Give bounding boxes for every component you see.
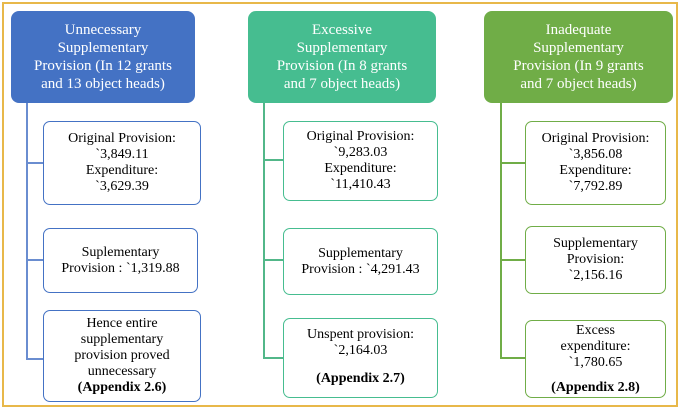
box-line: Original Provision:	[306, 129, 415, 144]
box-line: Expenditure:	[559, 163, 632, 178]
box-line: Suplementary	[81, 244, 160, 260]
box-line: `11,410.43	[330, 177, 391, 192]
box-line: `1,780.65	[568, 355, 623, 370]
box-line: `3,629.39	[95, 179, 149, 194]
box-line: Expenditure:	[324, 161, 397, 176]
box-original-provision-expenditure: Original Provision: `3,856.08 Expenditur…	[525, 121, 666, 205]
connector-branch	[263, 159, 283, 161]
connector-trunk	[263, 103, 265, 359]
connector-branch	[500, 259, 525, 261]
header-unnecessary-supplementary: Unnecessary Supplementary Provision (In …	[11, 11, 195, 103]
box-line: supplementary	[80, 332, 164, 347]
box-line: Provision : `4,291.43	[301, 261, 420, 277]
box-line: Provision : `1,319.88	[61, 260, 180, 276]
connector-branch	[500, 162, 525, 164]
box-line: `2,164.03	[333, 343, 388, 358]
box-excess-expenditure: Excess expenditure: `1,780.65 (Appendix …	[525, 320, 666, 398]
header-line: Inadequate	[545, 22, 612, 38]
connector-branch	[263, 357, 283, 359]
box-line: Provision:	[566, 252, 625, 267]
box-original-provision-expenditure: Original Provision: `9,283.03 Expenditur…	[283, 121, 438, 201]
connector-trunk	[500, 103, 502, 359]
box-conclusion: Hence entire supplementary provision pro…	[43, 310, 201, 402]
connector-branch	[500, 357, 525, 359]
box-line: provision proved	[74, 348, 170, 363]
box-line: unnecessary	[87, 364, 157, 379]
header-line: and 7 object heads)	[283, 76, 401, 92]
connector-branch	[26, 259, 43, 261]
box-supplementary-provision: Suplementary Provision : `1,319.88	[43, 228, 198, 293]
box-line: Original Provision:	[68, 131, 176, 146]
appendix-reference: (Appendix 2.8)	[551, 380, 640, 395]
header-line: Unnecessary	[64, 22, 142, 38]
box-line: `7,792.89	[568, 179, 623, 194]
box-line: Supplementary	[553, 236, 638, 251]
header-inadequate-supplementary: Inadequate Supplementary Provision (In 9…	[484, 11, 673, 103]
header-line: Supplementary	[533, 40, 624, 56]
box-line: expenditure:	[560, 339, 631, 354]
appendix-reference: (Appendix 2.7)	[316, 371, 405, 386]
box-line: Supplementary	[318, 245, 403, 261]
box-line: `9,283.03	[333, 145, 388, 160]
box-line: Excess	[576, 323, 615, 338]
header-line: and 7 object heads)	[520, 76, 637, 92]
header-line: Provision (In 8 grants	[276, 58, 408, 74]
header-line: Excessive	[312, 22, 372, 38]
connector-branch	[263, 259, 283, 261]
connector-branch	[26, 162, 43, 164]
appendix-reference: (Appendix 2.6)	[77, 380, 167, 395]
header-excessive-supplementary: Excessive Supplementary Provision (In 8 …	[248, 11, 436, 103]
header-line: Provision (In 12 grants	[34, 58, 172, 74]
connector-branch	[26, 358, 43, 360]
box-supplementary-provision: Supplementary Provision: `2,156.16	[525, 226, 666, 294]
box-unspent-provision: Unspent provision: `2,164.03 (Appendix 2…	[283, 318, 438, 398]
box-line: `2,156.16	[568, 268, 623, 283]
box-line: `3,849.11	[95, 147, 149, 162]
box-line: Expenditure:	[85, 163, 159, 178]
box-line: Hence entire	[86, 316, 158, 331]
box-line: Original Provision:	[541, 131, 650, 146]
header-line: Provision (In 9 grants	[513, 58, 644, 74]
box-line: `3,856.08	[568, 147, 623, 162]
header-line: Supplementary	[57, 40, 149, 56]
connector-trunk	[26, 103, 28, 360]
box-supplementary-provision: Supplementary Provision : `4,291.43	[283, 228, 438, 295]
box-original-provision-expenditure: Original Provision: `3,849.11 Expenditur…	[43, 121, 201, 205]
box-line: Unspent provision:	[307, 327, 414, 342]
header-line: Supplementary	[296, 40, 388, 56]
header-line: and 13 object heads)	[41, 76, 165, 92]
